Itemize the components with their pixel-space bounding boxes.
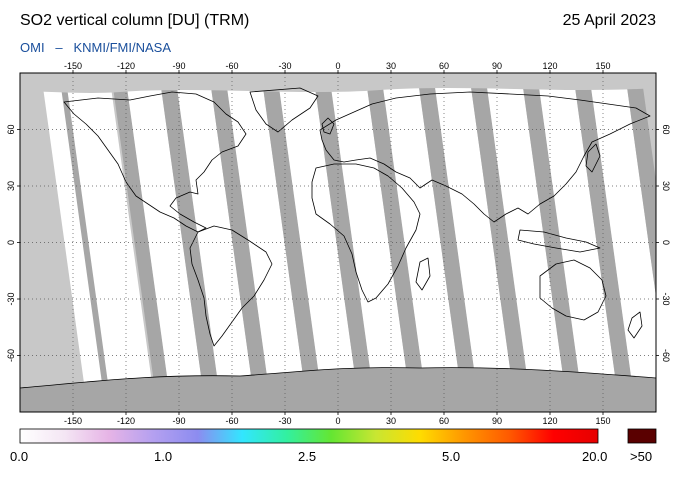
- uk-coast: [321, 117, 335, 135]
- colorbar-label-4: 20.0: [582, 449, 608, 464]
- new-zealand-coast: [627, 311, 643, 339]
- orbit-swath: [66, 80, 156, 412]
- lon-ticks: -150 -150 -120 -120 -90 -90 -60 -60 -30 -30 0 0 30 30…: [64, 61, 611, 426]
- lat-tick-label-right: -30: [661, 292, 671, 305]
- lon-tick-label-bottom: -150: [64, 416, 82, 426]
- orbit-swath: [278, 80, 360, 412]
- madagascar-coast: [415, 257, 431, 291]
- lat-tick-label-left: 30: [6, 181, 16, 191]
- orbit-swath: [626, 80, 656, 297]
- lon-tick-label-bottom: 60: [439, 416, 449, 426]
- lon-tick-label-top: 150: [595, 61, 610, 71]
- lon-tick-label-bottom: -90: [172, 416, 185, 426]
- lon-tick-label-top: -120: [117, 61, 135, 71]
- colorbar-label-3: 5.0: [442, 449, 461, 464]
- instrument-label: OMI: [20, 40, 45, 55]
- lon-tick-label-top: 0: [335, 61, 340, 71]
- lon-tick-label-bottom: 90: [492, 416, 502, 426]
- lat-tick-label-right: 60: [661, 124, 671, 134]
- orbit-swath: [486, 80, 568, 412]
- antarctic-coast: [20, 367, 656, 389]
- colorbar-overflow-swatch: [627, 428, 657, 444]
- colorbar-overflow-label: >50: [630, 449, 653, 464]
- lat-ticks: -60 -60 -30 -30 0 0 30 30 60 60: [6, 124, 671, 362]
- orbit-swath: [112, 80, 172, 412]
- north-america-coast: [63, 91, 247, 233]
- lon-tick-label-top: -60: [225, 61, 238, 71]
- lon-tick-label-top: 60: [439, 61, 449, 71]
- lat-tick-label-left: 60: [6, 124, 16, 134]
- greenland-coast: [249, 87, 319, 133]
- provider-label: KNMI/FMI/NASA: [73, 40, 171, 55]
- lon-tick-label-bottom: -60: [225, 416, 238, 426]
- map-area: [20, 73, 656, 412]
- orbit-swath: [522, 80, 584, 412]
- orbit-swath: [590, 80, 656, 412]
- lon-tick-label-top: 120: [542, 61, 557, 71]
- colorbar-label-0: 0.0: [10, 449, 29, 464]
- orbit-swath: [382, 80, 464, 412]
- lon-tick-label-bottom: 150: [595, 416, 610, 426]
- lon-tick-label-bottom: 30: [386, 416, 396, 426]
- map-subtitle: OMI – KNMI/FMI/NASA: [20, 40, 171, 55]
- orbit-swath: [418, 80, 480, 412]
- lat-tick-label-right: 30: [661, 181, 671, 191]
- orbit-swath: [314, 80, 376, 412]
- map-date: 25 April 2023: [562, 12, 656, 29]
- subtitle-separator: –: [55, 40, 63, 55]
- lon-tick-label-bottom: 0: [335, 416, 340, 426]
- australia-coast: [539, 259, 607, 321]
- lon-tick-label-top: -30: [278, 61, 291, 71]
- lon-tick-label-bottom: -30: [278, 416, 291, 426]
- orbit-swath: [262, 80, 324, 412]
- japan-coast: [585, 143, 601, 173]
- lon-tick-label-bottom: 120: [542, 416, 557, 426]
- orbit-swaths: [42, 80, 656, 412]
- lon-tick-label-bottom: -120: [117, 416, 135, 426]
- orbit-swath: [210, 80, 272, 412]
- africa-coast: [311, 163, 421, 303]
- orbit-swath: [574, 80, 636, 412]
- indonesia-coast: [517, 229, 601, 253]
- colorbar-label-2: 2.5: [298, 449, 317, 464]
- orbit-swath: [126, 80, 206, 412]
- orbit-swath: [42, 80, 110, 412]
- lat-tick-label-left: -30: [6, 292, 16, 305]
- lon-tick-label-top: -90: [172, 61, 185, 71]
- lat-tick-label-left: 0: [6, 240, 16, 245]
- colorbar: [19, 428, 599, 444]
- graticule: [20, 73, 656, 412]
- orbit-swath: [538, 80, 620, 412]
- lon-tick-label-top: 30: [386, 61, 396, 71]
- lat-tick-label-right: 0: [661, 240, 671, 245]
- lat-tick-label-left: -60: [6, 349, 16, 362]
- lon-tick-label-top: -150: [64, 61, 82, 71]
- orbit-swath: [330, 80, 412, 412]
- lon-tick-label-top: 90: [492, 61, 502, 71]
- lat-tick-label-right: -60: [661, 349, 671, 362]
- orbit-swath: [470, 80, 532, 412]
- orbit-swath: [176, 80, 256, 412]
- colorbar-label-1: 1.0: [154, 449, 173, 464]
- orbit-swath: [226, 80, 308, 412]
- map-title: SO2 vertical column [DU] (TRM): [20, 12, 250, 29]
- orbit-swath: [434, 80, 516, 412]
